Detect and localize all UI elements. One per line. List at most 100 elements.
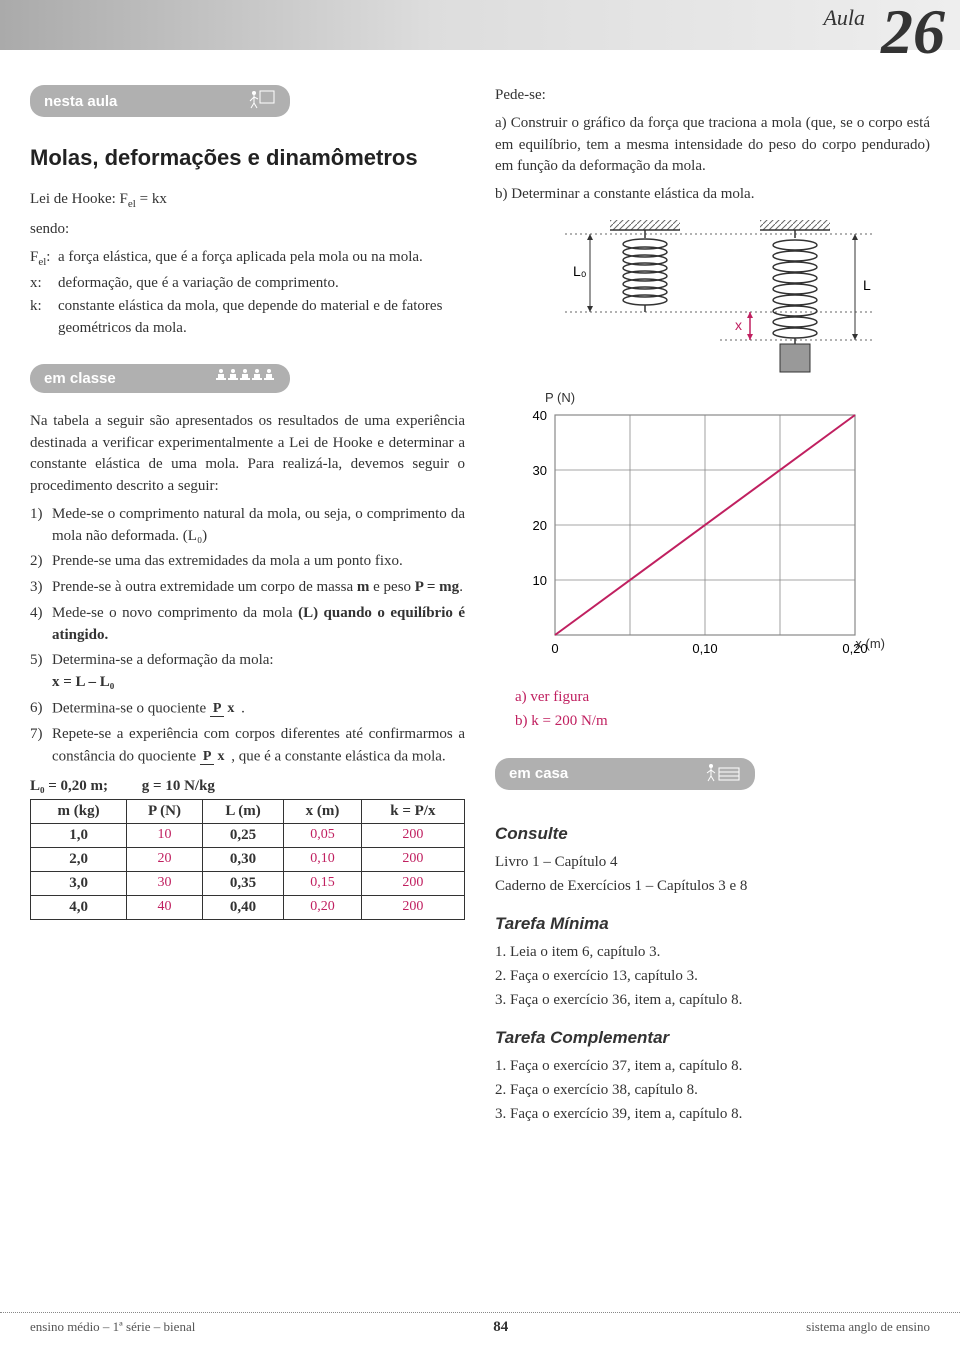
page-title: Molas, deformações e dinamômetros bbox=[30, 145, 465, 171]
table-header: P (N) bbox=[127, 799, 203, 823]
table-caption: L₀ = 0,20 m; g = 10 N/kg bbox=[30, 778, 465, 795]
list-item: Livro 1 – Capítulo 4 bbox=[495, 850, 930, 874]
table-cell: 0,40 bbox=[202, 895, 283, 919]
tarefa-comp-list: 1. Faça o exercício 37, item a, capítulo… bbox=[495, 1054, 930, 1126]
label-L0: L₀ bbox=[573, 263, 587, 279]
hooke-eq: = kx bbox=[136, 191, 167, 207]
pill-em-classe: em classe bbox=[30, 364, 290, 393]
aula-label: Aula bbox=[823, 5, 865, 31]
svg-text:20: 20 bbox=[533, 518, 547, 533]
tarefa-comp-heading: Tarefa Complementar bbox=[495, 1028, 930, 1048]
students-icon bbox=[216, 368, 276, 389]
step-text: Mede-se o novo comprimento da mola (L) q… bbox=[52, 603, 465, 647]
list-item: Caderno de Exercícios 1 – Capítulos 3 e … bbox=[495, 874, 930, 898]
table-header: m (kg) bbox=[31, 799, 127, 823]
def-k-sym: k: bbox=[30, 296, 58, 340]
definitions: Fel: a força elástica, que é a força apl… bbox=[30, 247, 465, 340]
pill-label: nesta aula bbox=[44, 93, 117, 110]
header-banner: Aula 26 bbox=[0, 0, 960, 50]
table-row: 1,0100,250,05200 bbox=[31, 823, 465, 847]
step-num: 3) bbox=[30, 577, 52, 599]
pill-nesta-aula: nesta aula bbox=[30, 85, 290, 117]
svg-text:0,10: 0,10 bbox=[692, 641, 717, 656]
def-x-text: deformação, que é a variação de comprime… bbox=[58, 273, 339, 295]
chart-xlabel: x (m) bbox=[855, 636, 885, 651]
step-text: Repete-se a experiência com corpos difer… bbox=[52, 724, 465, 768]
table-header: L (m) bbox=[202, 799, 283, 823]
step-num: 1) bbox=[30, 504, 52, 548]
svg-text:10: 10 bbox=[533, 573, 547, 588]
def-k-text: constante elástica da mola, que depende … bbox=[58, 296, 465, 340]
pill-em-casa: em casa bbox=[495, 758, 755, 790]
step-text: Mede-se o comprimento natural da mola, o… bbox=[52, 504, 465, 548]
pedese-label: Pede-se: bbox=[495, 85, 930, 107]
pill-label: em casa bbox=[509, 765, 568, 782]
table-cell: 20 bbox=[127, 847, 203, 871]
hooke-text: Lei de Hooke: F bbox=[30, 191, 128, 207]
step-num: 6) bbox=[30, 698, 52, 720]
spring-diagram: L₀ L x bbox=[535, 212, 895, 382]
step-text: Determina-se o quociente Px . bbox=[52, 698, 465, 720]
step-text: Determina-se a deformação da mola:x = L … bbox=[52, 650, 465, 694]
table-cell: 0,25 bbox=[202, 823, 283, 847]
table-cell: 200 bbox=[361, 871, 464, 895]
step-num: 2) bbox=[30, 551, 52, 573]
aula-number: 26 bbox=[881, 0, 945, 69]
table-row: 2,0200,300,10200 bbox=[31, 847, 465, 871]
svg-text:0: 0 bbox=[551, 641, 558, 656]
table-row: 3,0300,350,15200 bbox=[31, 871, 465, 895]
hooke-sub: el bbox=[128, 198, 136, 210]
list-item: 1. Faça o exercício 37, item a, capítulo… bbox=[495, 1054, 930, 1078]
table-cell: 200 bbox=[361, 823, 464, 847]
caption-b: g = 10 N/kg bbox=[142, 778, 215, 794]
table-cell: 0,35 bbox=[202, 871, 283, 895]
tarefa-min-heading: Tarefa Mínima bbox=[495, 914, 930, 934]
table-cell: 200 bbox=[361, 847, 464, 871]
footer-left: ensino médio – 1ª série – bienal bbox=[30, 1319, 195, 1336]
right-column: Pede-se: a) Construir o gráfico da força… bbox=[495, 85, 930, 1126]
data-table: m (kg)P (N)L (m)x (m)k = P/x 1,0100,250,… bbox=[30, 799, 465, 920]
answer-a: a) ver figura bbox=[515, 685, 930, 709]
sendo-label: sendo: bbox=[30, 219, 465, 241]
list-item: 3. Faça o exercício 36, item a, capítulo… bbox=[495, 988, 930, 1012]
caption-a: L₀ = 0,20 m; bbox=[30, 778, 108, 794]
home-icon bbox=[705, 762, 741, 786]
label-L: L bbox=[863, 277, 871, 293]
table-cell: 2,0 bbox=[31, 847, 127, 871]
label-x: x bbox=[735, 317, 742, 333]
table-cell: 40 bbox=[127, 895, 203, 919]
answer-b: b) k = 200 N/m bbox=[515, 709, 930, 733]
page-footer: ensino médio – 1ª série – bienal 84 sist… bbox=[0, 1312, 960, 1336]
pedese-block: Pede-se: a) Construir o gráfico da força… bbox=[495, 85, 930, 206]
table-cell: 200 bbox=[361, 895, 464, 919]
table-header: k = P/x bbox=[361, 799, 464, 823]
def-F-sub: el bbox=[38, 256, 46, 268]
intro-text: Na tabela a seguir são apresentados os r… bbox=[30, 411, 465, 498]
procedure-steps: 1)Mede-se o comprimento natural da mola,… bbox=[30, 504, 465, 768]
table-cell: 10 bbox=[127, 823, 203, 847]
svg-text:30: 30 bbox=[533, 463, 547, 478]
list-item: 2. Faça o exercício 38, capítulo 8. bbox=[495, 1078, 930, 1102]
left-column: nesta aula Molas, deformações e dinamôme… bbox=[30, 85, 465, 1126]
table-header: x (m) bbox=[284, 799, 362, 823]
table-row: 4,0400,400,20200 bbox=[31, 895, 465, 919]
table-cell: 4,0 bbox=[31, 895, 127, 919]
table-cell: 0,10 bbox=[284, 847, 362, 871]
pill-label: em classe bbox=[44, 370, 116, 387]
step-text: Prende-se à outra extremidade um corpo d… bbox=[52, 577, 465, 599]
table-cell: 0,20 bbox=[284, 895, 362, 919]
table-cell: 3,0 bbox=[31, 871, 127, 895]
pedese-a: a) Construir o gráfico da força que trac… bbox=[495, 113, 930, 178]
list-item: 1. Leia o item 6, capítulo 3. bbox=[495, 940, 930, 964]
pedese-b: b) Determinar a constante elástica da mo… bbox=[495, 184, 930, 206]
step-num: 7) bbox=[30, 724, 52, 768]
step-text: Prende-se uma das extremidades da mola a… bbox=[52, 551, 465, 573]
def-F-text: a força elástica, que é a força aplicada… bbox=[58, 247, 423, 271]
def-x-sym: x: bbox=[30, 273, 58, 295]
table-cell: 0,15 bbox=[284, 871, 362, 895]
svg-text:40: 40 bbox=[533, 408, 547, 423]
hooke-law: Lei de Hooke: Fel = kx sendo: bbox=[30, 189, 465, 241]
table-cell: 1,0 bbox=[31, 823, 127, 847]
chart-container: P (N) 1020304000,100,20 x (m) bbox=[515, 395, 875, 675]
table-cell: 0,05 bbox=[284, 823, 362, 847]
